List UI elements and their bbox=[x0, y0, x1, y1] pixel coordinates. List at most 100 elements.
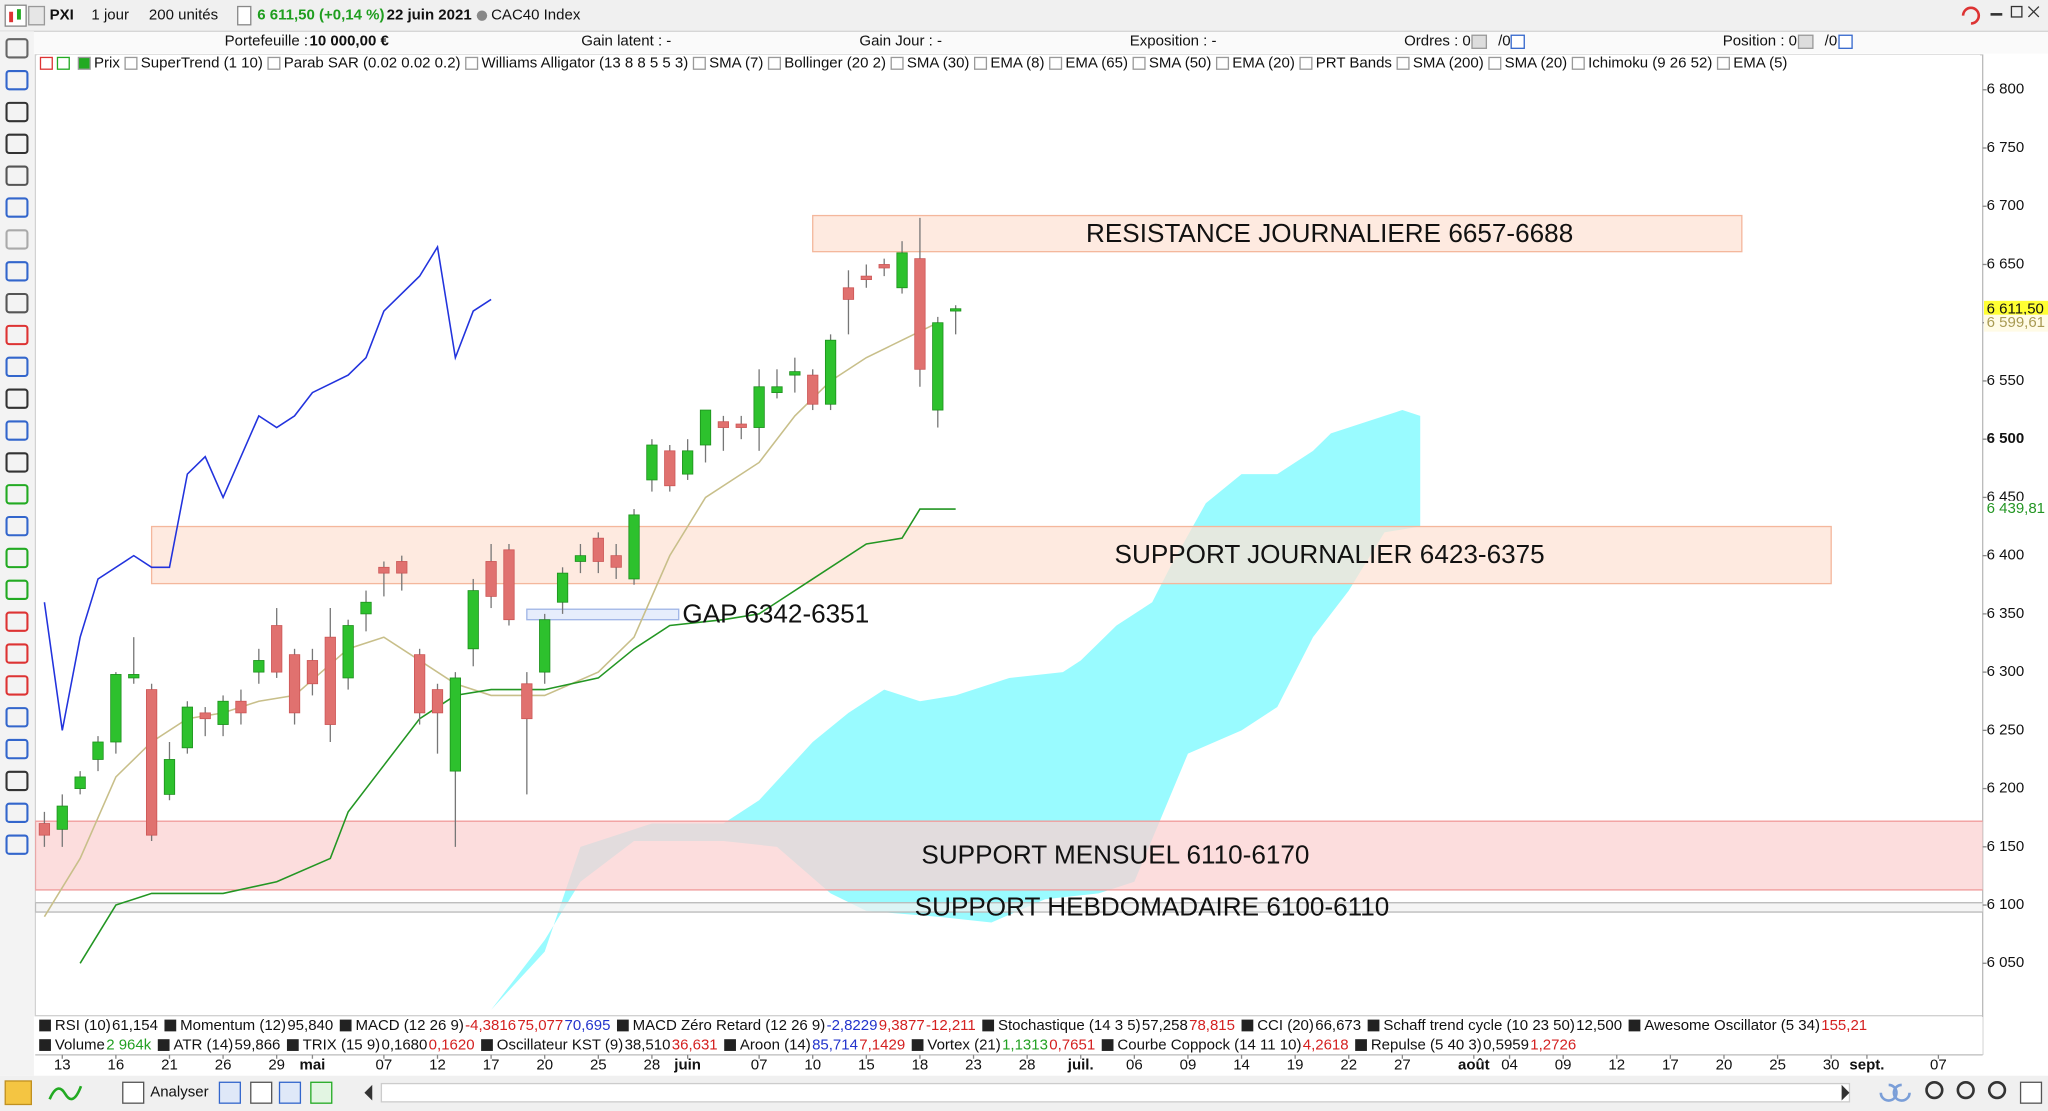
tool-button[interactable] bbox=[5, 834, 29, 855]
scroll-right[interactable] bbox=[1841, 1084, 1850, 1101]
orders-button[interactable] bbox=[1471, 34, 1488, 49]
tool-button[interactable] bbox=[5, 356, 29, 378]
indicator-name[interactable]: Momentum (12) bbox=[180, 1017, 286, 1034]
indicator-swatch[interactable] bbox=[481, 1039, 493, 1051]
draw-tool[interactable] bbox=[4, 1080, 32, 1106]
overlay-checkbox[interactable] bbox=[890, 56, 904, 70]
indicator-tool[interactable] bbox=[48, 1085, 83, 1101]
overlay-checkbox[interactable] bbox=[692, 56, 706, 70]
overlay-name[interactable]: SMA (50) bbox=[1149, 54, 1212, 71]
zoom-fit[interactable] bbox=[1925, 1080, 1944, 1100]
overlay-checkbox[interactable] bbox=[77, 56, 91, 70]
tool-button[interactable] bbox=[5, 579, 29, 601]
indicator-name[interactable]: Schaff trend cycle (10 23 50) bbox=[1383, 1017, 1575, 1034]
tool-button[interactable] bbox=[5, 770, 29, 792]
scroll-left[interactable] bbox=[364, 1084, 373, 1101]
tool-button[interactable] bbox=[5, 675, 29, 696]
analyse-icon[interactable] bbox=[122, 1081, 145, 1104]
overlay-name[interactable]: SMA (200) bbox=[1413, 54, 1484, 71]
indicator-name[interactable]: CCI (20) bbox=[1257, 1017, 1314, 1034]
tool-button[interactable] bbox=[5, 707, 29, 728]
indicator-name[interactable]: Aroon (14) bbox=[740, 1037, 811, 1054]
overlay-name[interactable]: EMA (5) bbox=[1733, 54, 1787, 71]
indicator-swatch[interactable] bbox=[1241, 1019, 1254, 1032]
tool-button[interactable] bbox=[5, 197, 29, 218]
period-select[interactable]: 1 jour bbox=[91, 7, 129, 24]
indicator-swatch[interactable] bbox=[39, 1019, 51, 1032]
tool-button[interactable] bbox=[5, 547, 29, 569]
tool-button[interactable] bbox=[5, 38, 29, 59]
indicator-name[interactable]: Stochastique (14 3 5) bbox=[998, 1017, 1141, 1034]
indicator-swatch[interactable] bbox=[164, 1019, 177, 1032]
overlay-checkbox[interactable] bbox=[1396, 56, 1410, 70]
overlay-button[interactable] bbox=[56, 56, 70, 70]
overlay-checkbox[interactable] bbox=[465, 56, 479, 70]
overlay-checkbox[interactable] bbox=[1299, 56, 1313, 70]
overlay-name[interactable]: SMA (20) bbox=[1505, 54, 1568, 71]
indicator-name[interactable]: Oscillateur KST (9) bbox=[497, 1037, 623, 1054]
overlay-checkbox[interactable] bbox=[267, 56, 281, 70]
tool-button[interactable] bbox=[5, 165, 29, 186]
indicator-swatch[interactable] bbox=[1628, 1019, 1641, 1032]
overlay-name[interactable]: EMA (8) bbox=[990, 54, 1044, 71]
tool-button[interactable] bbox=[5, 515, 29, 537]
indicator-swatch[interactable] bbox=[286, 1039, 299, 1051]
position-settings[interactable] bbox=[1838, 34, 1853, 49]
tool-button[interactable] bbox=[5, 69, 29, 91]
overlay-checkbox[interactable] bbox=[124, 56, 138, 70]
flag-icon[interactable] bbox=[28, 5, 46, 26]
indicator-name[interactable]: Courbe Coppock (14 11 10) bbox=[1117, 1037, 1301, 1054]
tool-button[interactable] bbox=[5, 324, 29, 346]
tool-button[interactable] bbox=[218, 1081, 241, 1104]
overlay-checkbox[interactable] bbox=[1488, 56, 1502, 70]
overlay-button[interactable] bbox=[39, 56, 53, 70]
tool-button[interactable] bbox=[5, 261, 29, 282]
indicator-name[interactable]: MACD Zéro Retard (12 26 9) bbox=[633, 1017, 826, 1034]
overlay-name[interactable]: Ichimoku (9 26 52) bbox=[1588, 54, 1712, 71]
tool-button[interactable] bbox=[5, 643, 29, 664]
overlay-name[interactable]: SMA (7) bbox=[709, 54, 763, 71]
scrollbar[interactable] bbox=[380, 1082, 1851, 1103]
indicator-swatch[interactable] bbox=[39, 1039, 51, 1051]
overlay-checkbox[interactable] bbox=[974, 56, 988, 70]
units-select[interactable]: 200 unités bbox=[149, 7, 218, 24]
overlay-checkbox[interactable] bbox=[1716, 56, 1730, 70]
tool-button[interactable] bbox=[5, 133, 29, 155]
overlay-name[interactable]: SMA (30) bbox=[907, 54, 970, 71]
indicator-name[interactable]: MACD (12 26 9) bbox=[355, 1017, 463, 1034]
tool-button[interactable] bbox=[310, 1081, 333, 1104]
indicator-swatch[interactable] bbox=[339, 1019, 352, 1032]
symbol[interactable]: PXI bbox=[50, 7, 74, 24]
info-icon[interactable] bbox=[237, 5, 252, 26]
overlay-name[interactable]: SuperTrend (1 10) bbox=[141, 54, 263, 71]
indicator-swatch[interactable] bbox=[1355, 1039, 1367, 1051]
close-button[interactable] bbox=[2027, 6, 2040, 18]
tool-button[interactable] bbox=[5, 802, 29, 824]
tool-button[interactable] bbox=[5, 388, 29, 409]
indicator-name[interactable]: Vortex (21) bbox=[927, 1037, 1000, 1054]
overlay-name[interactable]: Prix bbox=[94, 54, 120, 71]
indicator-name[interactable]: TRIX (15 9) bbox=[303, 1037, 381, 1054]
overlay-name[interactable]: Williams Alligator (13 8 8 5 5 3) bbox=[481, 54, 688, 71]
overlay-checkbox[interactable] bbox=[1215, 56, 1230, 70]
indicator-swatch[interactable] bbox=[1367, 1019, 1380, 1032]
zoom-out[interactable] bbox=[1956, 1080, 1975, 1100]
overlay-name[interactable]: EMA (65) bbox=[1065, 54, 1128, 71]
overlay-name[interactable]: Parab SAR (0.02 0.02 0.2) bbox=[284, 54, 461, 71]
tool-button[interactable] bbox=[278, 1081, 302, 1104]
overlay-checkbox[interactable] bbox=[767, 56, 781, 70]
tool-button[interactable] bbox=[5, 484, 29, 505]
indicator-name[interactable]: Repulse (5 40 3) bbox=[1371, 1037, 1482, 1054]
indicator-name[interactable]: ATR (14) bbox=[173, 1037, 233, 1054]
tool-button[interactable] bbox=[5, 420, 29, 441]
tool-button[interactable] bbox=[5, 292, 29, 314]
position-button[interactable] bbox=[1797, 34, 1814, 49]
indicator-swatch[interactable] bbox=[911, 1039, 924, 1051]
overlay-name[interactable]: EMA (20) bbox=[1232, 54, 1295, 71]
indicator-swatch[interactable] bbox=[724, 1039, 736, 1051]
overlay-checkbox[interactable] bbox=[1049, 56, 1063, 70]
chart-icon[interactable] bbox=[4, 4, 27, 27]
overlay-name[interactable]: PRT Bands bbox=[1316, 54, 1392, 71]
undo-button[interactable] bbox=[1879, 1083, 1898, 1102]
analyse-button[interactable]: Analyser bbox=[150, 1084, 208, 1101]
